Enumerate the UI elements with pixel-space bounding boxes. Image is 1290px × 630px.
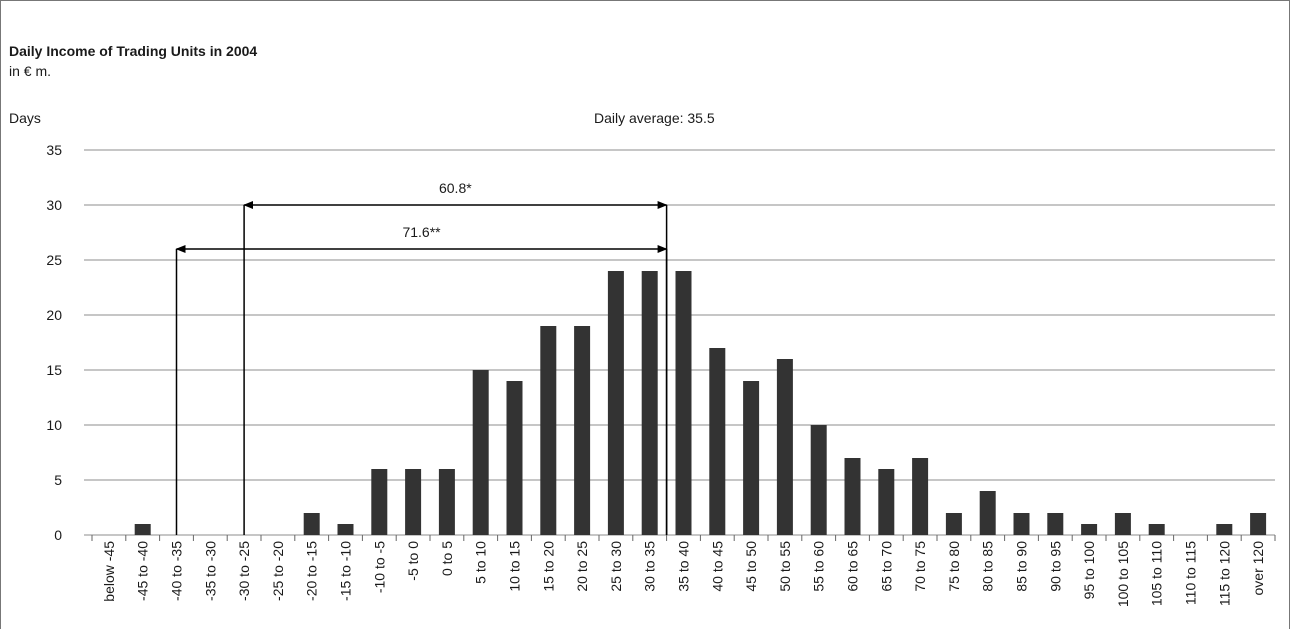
bar [1013,513,1030,535]
x-tick-label: 105 to 110 [1149,541,1165,606]
bar [540,326,557,535]
x-tick-label: 85 to 90 [1014,541,1030,592]
x-tick-label: 110 to 115 [1183,541,1199,605]
bar [303,513,320,535]
range-label: 60.8* [439,180,472,196]
x-tick-label: 50 to 55 [777,541,793,592]
x-tick-label: 70 to 75 [912,541,928,592]
bar [979,491,996,535]
bar [776,359,793,535]
x-tick-label: 90 to 95 [1047,541,1063,592]
x-tick-label: 10 to 15 [507,541,523,592]
bar [472,370,489,535]
bar [607,271,624,535]
x-tick-label: 95 to 100 [1081,541,1097,600]
y-tick-label: 5 [54,472,62,488]
bar [1114,513,1131,535]
x-tick-label: -45 to -40 [135,541,151,601]
bar [1216,524,1233,535]
y-tick-label: 10 [46,417,62,433]
x-tick-label: 40 to 45 [709,541,725,592]
bar [810,425,827,535]
x-tick-label: -40 to -35 [169,541,185,601]
x-tick-label: over 120 [1250,541,1266,596]
x-tick-label: 45 to 50 [743,541,759,592]
bar [1148,524,1165,535]
bar [641,271,658,535]
bar [912,458,929,535]
bar [743,381,760,535]
bar [405,469,422,535]
y-tick-label: 0 [54,527,62,543]
x-tick-label: 25 to 30 [608,541,624,592]
x-tick-label: 55 to 60 [811,541,827,592]
bar [371,469,388,535]
y-tick-label: 30 [46,197,62,213]
bar [134,524,151,535]
y-tick-label: 20 [46,307,62,323]
bar [337,524,354,535]
chart-title: Daily Income of Trading Units in 2004 [9,43,258,59]
bar [1047,513,1064,535]
x-tick-label: below -45 [101,541,117,602]
y-tick-label: 25 [46,252,62,268]
bar [675,271,692,535]
x-tick-label: -5 to 0 [405,541,421,581]
x-tick-label: 75 to 80 [946,541,962,592]
x-tick-label: -10 to -5 [371,541,387,593]
bar [945,513,962,535]
bar [438,469,455,535]
x-tick-label: -15 to -10 [338,541,354,601]
y-tick-label: 35 [46,142,62,158]
bar [878,469,895,535]
bar [506,381,523,535]
x-tick-label: 20 to 25 [574,541,590,592]
x-tick-label: 0 to 5 [439,541,455,576]
x-tick-label: 60 to 65 [845,541,861,592]
x-tick-label: 65 to 70 [878,541,894,592]
range-label: 71.6** [402,224,441,240]
y-tick-label: 15 [46,362,62,378]
x-tick-label: 5 to 10 [473,541,489,584]
range-annotations: 60.8* 71.6** [175,180,668,535]
chart-subtitle: in € m. [9,63,52,79]
x-tick-label: 100 to 105 [1115,541,1131,607]
x-tick-label: -25 to -20 [270,541,286,601]
bar [1081,524,1098,535]
bar [574,326,591,535]
bars [134,271,1267,535]
x-tick-label: -30 to -25 [236,541,252,601]
x-tick-label: 30 to 35 [642,541,658,592]
x-tick-label: 115 to 120 [1216,541,1232,606]
daily-average-annotation: Daily average: 35.5 [594,110,715,126]
x-tick-label: -35 to -30 [202,541,218,601]
bar [844,458,861,535]
x-axis: below -45 -45 to -40 -40 to -35 -35 to -30 -… [91,535,1276,607]
y-axis-label: Days [9,110,41,126]
x-tick-label: 35 to 40 [676,541,692,592]
bar [1250,513,1267,535]
x-tick-label: 80 to 85 [980,541,996,592]
x-tick-label: 15 to 20 [540,541,556,592]
bar [709,348,726,535]
y-axis: 0 5 10 15 20 25 30 35 [46,142,62,543]
x-tick-label: -20 to -15 [304,541,320,601]
